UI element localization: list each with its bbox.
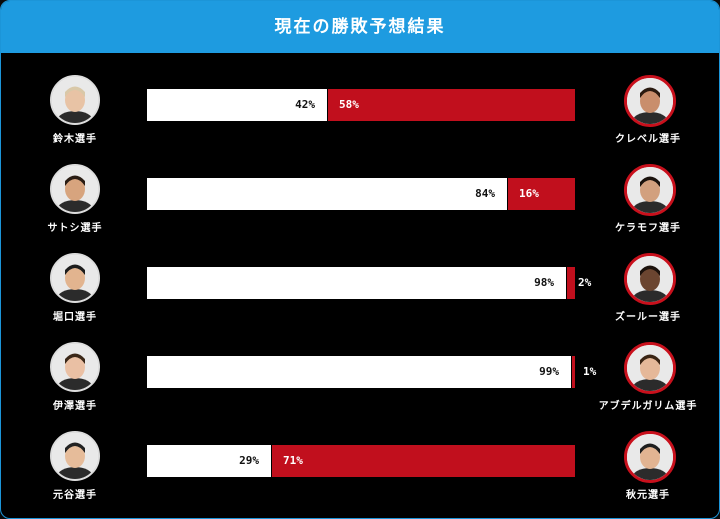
left-percent-label: 42% [295,98,315,111]
left-fighter-name: 元谷選手 [53,490,97,501]
right-share-fill [567,267,575,299]
left-percent-label: 84% [475,187,495,200]
right-share-fill [272,445,575,477]
left-share-fill [147,178,507,210]
right-fighter-avatar [624,342,676,394]
left-fighter-avatar [50,75,100,125]
right-percent-label: 1% [583,365,597,378]
left-fighter-name: サトシ選手 [47,223,103,234]
left-fighter-avatar [50,431,100,481]
right-fighter-name: ズールー選手 [615,312,681,323]
left-share-fill [147,445,271,477]
right-percent-label: 2% [578,276,592,289]
match-row: 元谷選手 29% 71% 秋元選手 [1,423,719,507]
left-fighter-avatar [50,164,100,214]
right-fighter-name: 秋元選手 [626,490,670,501]
left-fighter-avatar [50,342,100,392]
right-percent-label: 71% [283,454,303,467]
right-share-fill [328,89,575,121]
match-row: 伊澤選手 99% 1% アブデルガリム選手 [1,334,719,418]
right-percent-label: 58% [339,98,359,111]
panel-title: 現在の勝敗予想結果 [1,1,719,53]
right-percent-label: 16% [519,187,539,200]
left-fighter-name: 鈴木選手 [53,134,97,145]
prediction-bar: 98% 2% [147,267,591,299]
match-row: 鈴木選手 42% 58% クレベル選手 [1,67,719,151]
left-fighter-avatar [50,253,100,303]
left-percent-label: 99% [539,365,559,378]
right-fighter-avatar [624,164,676,216]
left-percent-label: 29% [239,454,259,467]
left-share-fill [147,356,571,388]
left-share-fill [147,89,327,121]
left-fighter-name: 堀口選手 [53,312,97,323]
right-fighter-name: ケラモフ選手 [615,223,681,234]
right-share-fill [508,178,575,210]
left-percent-label: 98% [534,276,554,289]
right-fighter-avatar [624,253,676,305]
right-fighter-avatar [624,431,676,483]
prediction-bar: 99% 1% [147,356,596,388]
match-row: サトシ選手 84% 16% ケラモフ選手 [1,156,719,240]
prediction-bar: 42% 58% [147,89,575,121]
left-share-fill [147,267,566,299]
prediction-bar: 29% 71% [147,445,575,477]
right-fighter-name: アブデルガリム選手 [598,401,698,412]
prediction-bar: 84% 16% [147,178,575,210]
match-row: 堀口選手 98% 2% ズールー選手 [1,245,719,329]
right-fighter-name: クレベル選手 [615,134,681,145]
left-fighter-name: 伊澤選手 [53,401,97,412]
right-fighter-avatar [624,75,676,127]
right-share-fill [572,356,575,388]
